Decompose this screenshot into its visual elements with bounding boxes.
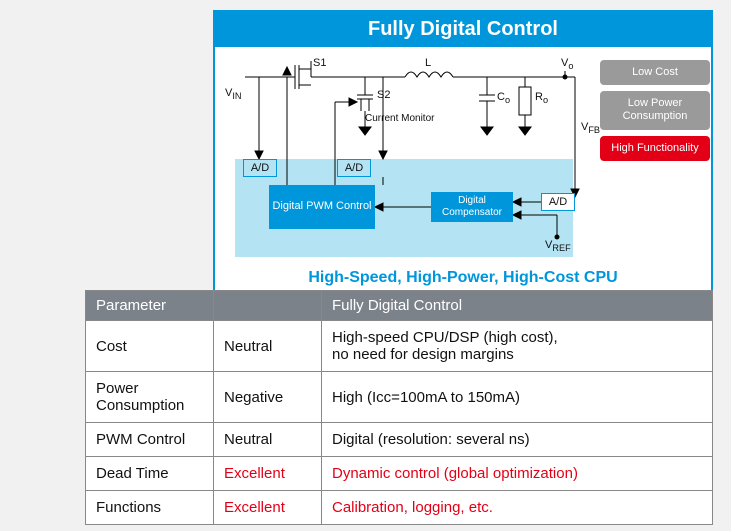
cell-rating: Neutral [214,423,322,457]
cell-description: Digital (resolution: several ns) [322,423,713,457]
table-body: CostNeutralHigh-speed CPU/DSP (high cost… [86,321,713,525]
table-row: Power ConsumptionNegativeHigh (Icc=100mA… [86,372,713,423]
cell-description: Calibration, logging, etc. [322,491,713,525]
label-vfb: VFB [581,121,600,135]
label-vin: VIN [225,87,242,101]
cell-rating: Negative [214,372,322,423]
table-row: FunctionsExcellentCalibration, logging, … [86,491,713,525]
cell-description: Dynamic control (global optimization) [322,457,713,491]
label-ro: Ro [535,91,548,105]
table-row: CostNeutralHigh-speed CPU/DSP (high cost… [86,321,713,372]
label-s1: S1 [313,57,326,69]
badge: Low Cost [600,60,710,85]
label-current-monitor: Current Monitor [365,113,434,124]
label-vo: Vo [561,57,573,71]
cell-description: High (Icc=100mA to 150mA) [322,372,713,423]
header-parameter: Parameter [86,291,214,321]
label-inductor: L [425,57,431,69]
panel-title: Fully Digital Control [215,12,711,47]
header-fdc: Fully Digital Control [322,291,713,321]
cell-description: High-speed CPU/DSP (high cost),no need f… [322,321,713,372]
pwm-control-box: Digital PWM Control [269,185,375,229]
ad-box-vin: A/D [243,159,277,177]
header-blank [214,291,322,321]
badges-column: Low Cost Low Power Consumption High Functi… [600,60,710,167]
table-row: Dead TimeExcellentDynamic control (globa… [86,457,713,491]
label-co: Co [497,91,510,105]
label-vref: VREF [545,239,571,253]
cell-parameter: Cost [86,321,214,372]
ad-box-vfb: A/D [541,193,575,211]
cell-parameter: Functions [86,491,214,525]
table-header-row: Parameter Fully Digital Control [86,291,713,321]
cell-rating: Neutral [214,321,322,372]
label-s2: S2 [377,89,390,101]
cell-rating: Excellent [214,457,322,491]
cell-parameter: PWM Control [86,423,214,457]
cell-parameter: Power Consumption [86,372,214,423]
compensator-box: Digital Compensator [431,192,513,222]
comparison-table: Parameter Fully Digital Control CostNeut… [85,290,713,525]
cell-parameter: Dead Time [86,457,214,491]
cell-rating: Excellent [214,491,322,525]
table-row: PWM ControlNeutralDigital (resolution: s… [86,423,713,457]
badge: Low Power Consumption [600,91,710,129]
ad-box-current: A/D [337,159,371,177]
badge: High Functionality [600,136,710,161]
